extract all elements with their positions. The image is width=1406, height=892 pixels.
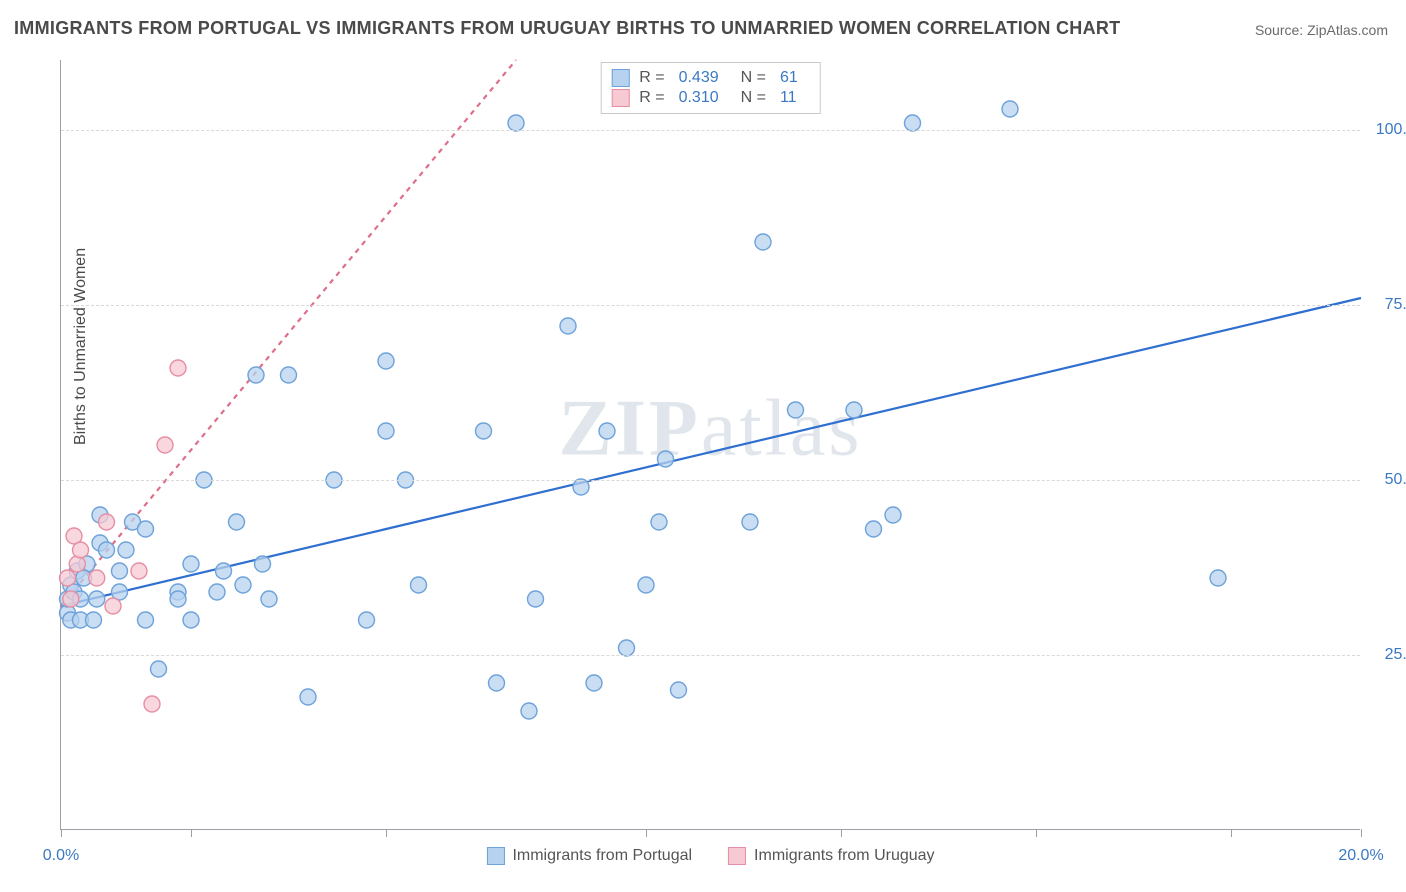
chart-title: IMMIGRANTS FROM PORTUGAL VS IMMIGRANTS F… bbox=[14, 18, 1120, 39]
data-point-uruguay bbox=[89, 570, 105, 586]
data-point-portugal bbox=[112, 563, 128, 579]
data-point-uruguay bbox=[99, 514, 115, 530]
data-point-portugal bbox=[846, 402, 862, 418]
gridline-h bbox=[61, 130, 1360, 131]
gridline-h bbox=[61, 305, 1360, 306]
data-point-portugal bbox=[755, 234, 771, 250]
legend-swatch-uruguay bbox=[728, 847, 746, 865]
data-point-portugal bbox=[261, 591, 277, 607]
data-point-portugal bbox=[138, 612, 154, 628]
legend-swatch-portugal bbox=[486, 847, 504, 865]
data-point-portugal bbox=[151, 661, 167, 677]
data-point-portugal bbox=[508, 115, 524, 131]
xtick-label: 0.0% bbox=[43, 847, 79, 865]
data-point-portugal bbox=[638, 577, 654, 593]
data-point-portugal bbox=[86, 612, 102, 628]
data-point-uruguay bbox=[157, 437, 173, 453]
data-point-portugal bbox=[671, 682, 687, 698]
legend-item-uruguay: Immigrants from Uruguay bbox=[728, 847, 935, 865]
xtick bbox=[1036, 829, 1037, 837]
data-point-portugal bbox=[573, 479, 589, 495]
data-point-portugal bbox=[89, 591, 105, 607]
xtick-label: 20.0% bbox=[1338, 847, 1383, 865]
data-point-portugal bbox=[885, 507, 901, 523]
data-point-portugal bbox=[248, 367, 264, 383]
data-point-portugal bbox=[209, 584, 225, 600]
data-point-portugal bbox=[183, 612, 199, 628]
plot-area: Births to Unmarried Women ZIPatlas R = 0… bbox=[60, 60, 1360, 830]
xtick bbox=[1231, 829, 1232, 837]
data-point-portugal bbox=[788, 402, 804, 418]
data-point-portugal bbox=[411, 577, 427, 593]
legend-label-uruguay: Immigrants from Uruguay bbox=[754, 847, 935, 865]
xtick bbox=[61, 829, 62, 837]
data-point-portugal bbox=[489, 675, 505, 691]
data-point-portugal bbox=[586, 675, 602, 691]
data-point-portugal bbox=[619, 640, 635, 656]
data-point-portugal bbox=[359, 612, 375, 628]
source-attribution: Source: ZipAtlas.com bbox=[1255, 22, 1388, 38]
data-point-portugal bbox=[229, 514, 245, 530]
data-point-portugal bbox=[235, 577, 251, 593]
data-point-portugal bbox=[300, 689, 316, 705]
legend-label-portugal: Immigrants from Portugal bbox=[512, 847, 692, 865]
data-point-uruguay bbox=[105, 598, 121, 614]
data-point-portugal bbox=[1210, 570, 1226, 586]
legend-series: Immigrants from Portugal Immigrants from… bbox=[486, 847, 934, 865]
data-point-portugal bbox=[742, 514, 758, 530]
data-point-portugal bbox=[378, 353, 394, 369]
data-point-portugal bbox=[281, 367, 297, 383]
data-point-uruguay bbox=[131, 563, 147, 579]
ytick-label: 100.0% bbox=[1376, 121, 1406, 139]
data-point-uruguay bbox=[69, 556, 85, 572]
legend-item-portugal: Immigrants from Portugal bbox=[486, 847, 692, 865]
data-point-uruguay bbox=[73, 542, 89, 558]
data-point-portugal bbox=[560, 318, 576, 334]
data-point-portugal bbox=[658, 451, 674, 467]
data-point-portugal bbox=[138, 521, 154, 537]
data-point-portugal bbox=[118, 542, 134, 558]
data-point-portugal bbox=[905, 115, 921, 131]
xtick bbox=[841, 829, 842, 837]
data-point-uruguay bbox=[170, 360, 186, 376]
data-point-portugal bbox=[170, 591, 186, 607]
data-point-uruguay bbox=[144, 696, 160, 712]
data-point-uruguay bbox=[60, 570, 76, 586]
data-point-portugal bbox=[599, 423, 615, 439]
data-point-portugal bbox=[255, 556, 271, 572]
data-point-portugal bbox=[378, 423, 394, 439]
data-point-portugal bbox=[866, 521, 882, 537]
xtick bbox=[1361, 829, 1362, 837]
xtick bbox=[386, 829, 387, 837]
xtick bbox=[191, 829, 192, 837]
data-point-portugal bbox=[521, 703, 537, 719]
ytick-label: 75.0% bbox=[1385, 296, 1406, 314]
ytick-label: 25.0% bbox=[1385, 646, 1406, 664]
data-point-portugal bbox=[528, 591, 544, 607]
data-point-portugal bbox=[183, 556, 199, 572]
data-point-portugal bbox=[1002, 101, 1018, 117]
data-point-portugal bbox=[476, 423, 492, 439]
ytick-label: 50.0% bbox=[1385, 471, 1406, 489]
data-point-uruguay bbox=[63, 591, 79, 607]
data-point-portugal bbox=[99, 542, 115, 558]
data-point-portugal bbox=[651, 514, 667, 530]
gridline-h bbox=[61, 480, 1360, 481]
gridline-h bbox=[61, 655, 1360, 656]
xtick bbox=[646, 829, 647, 837]
data-point-portugal bbox=[216, 563, 232, 579]
chart-svg bbox=[61, 60, 1360, 829]
